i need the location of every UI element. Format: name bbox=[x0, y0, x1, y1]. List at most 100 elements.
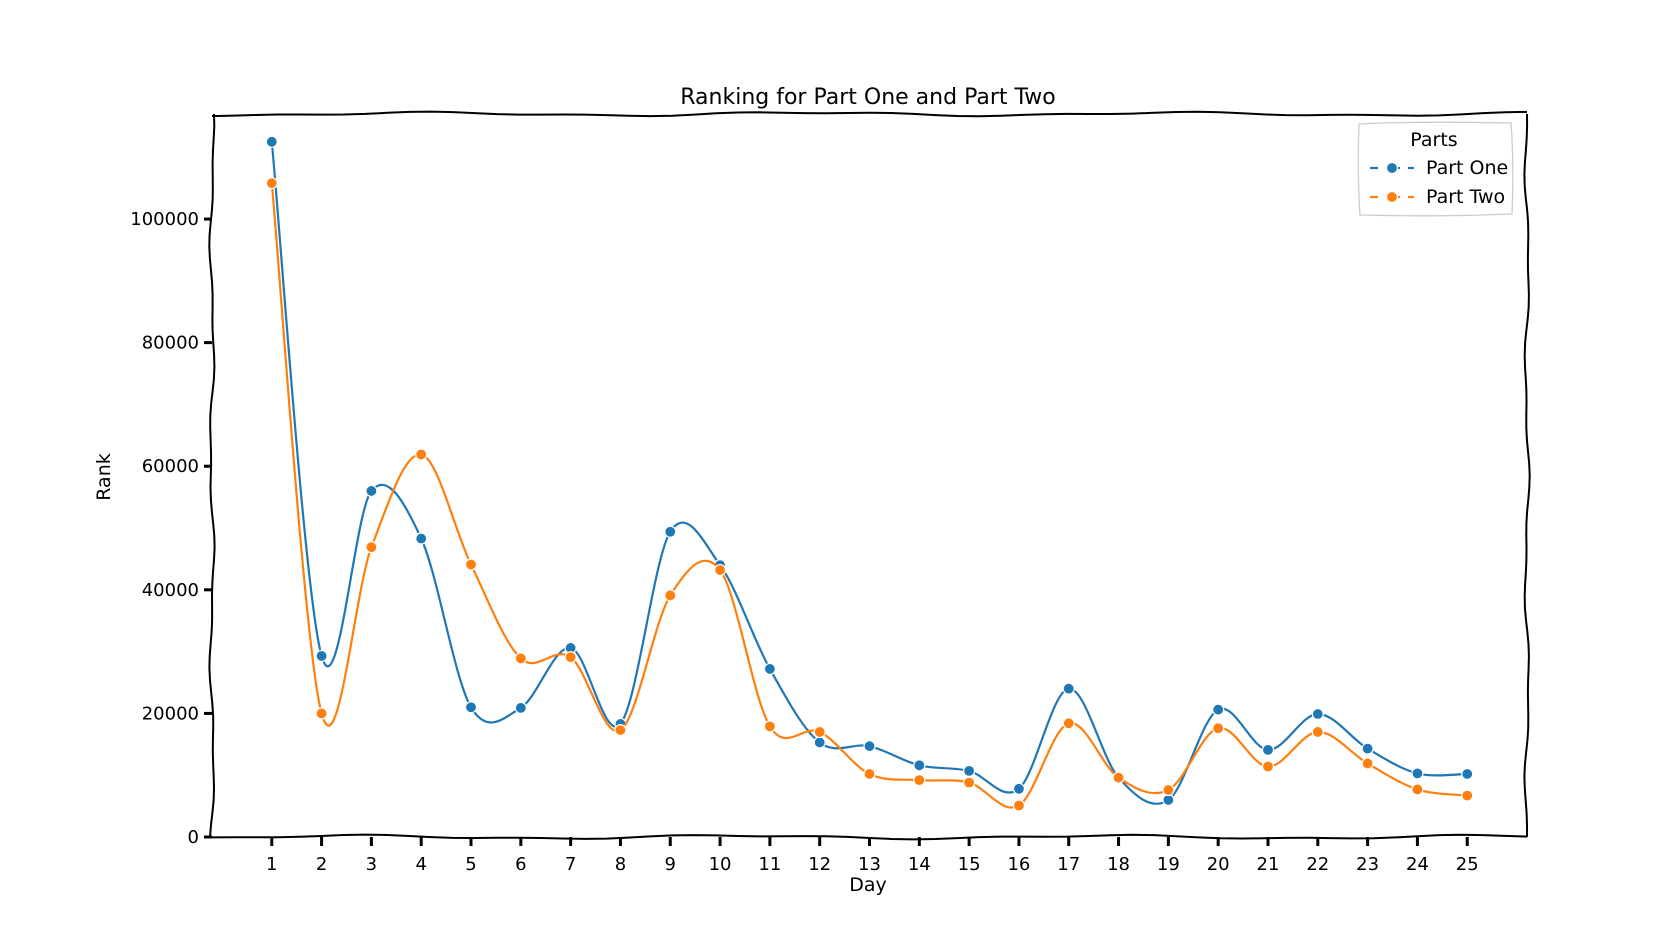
data-point bbox=[763, 720, 776, 733]
data-point bbox=[1411, 783, 1424, 796]
data-point bbox=[664, 525, 677, 538]
data-point bbox=[1461, 767, 1474, 781]
x-tick-label: 22 bbox=[1306, 854, 1329, 875]
x-tick-label: 23 bbox=[1356, 854, 1379, 875]
data-point bbox=[1012, 799, 1026, 812]
data-point bbox=[1311, 725, 1324, 739]
y-axis: 0 20000 40000 60000 80000 100000 bbox=[130, 209, 212, 848]
x-tick-label: 8 bbox=[615, 854, 626, 875]
data-point bbox=[763, 662, 776, 676]
data-point bbox=[1212, 703, 1225, 716]
data-point bbox=[265, 177, 278, 190]
legend-label: Part One bbox=[1426, 157, 1508, 179]
x-tick-label: 25 bbox=[1456, 854, 1479, 875]
data-point bbox=[614, 723, 627, 737]
y-tick-label: 20000 bbox=[142, 703, 199, 724]
x-tick-label: 6 bbox=[515, 854, 526, 875]
x-tick-label: 4 bbox=[415, 854, 426, 875]
x-tick-label: 2 bbox=[316, 854, 327, 875]
data-point bbox=[464, 701, 478, 714]
data-point bbox=[464, 558, 478, 571]
data-point bbox=[1461, 789, 1474, 802]
legend: Parts Part One Part Two bbox=[1357, 121, 1514, 217]
data-point bbox=[365, 541, 378, 554]
series-layer bbox=[265, 135, 1474, 812]
chart-title: Ranking for Part One and Part Two bbox=[680, 85, 1056, 110]
legend-entry: Part One bbox=[1370, 157, 1508, 179]
data-point bbox=[1361, 742, 1374, 755]
data-point bbox=[913, 774, 926, 787]
legend-frame bbox=[1357, 121, 1514, 217]
legend-label: Part Two bbox=[1426, 186, 1505, 208]
data-point bbox=[1261, 760, 1275, 773]
data-point bbox=[1411, 767, 1424, 780]
legend-marker bbox=[1385, 190, 1399, 204]
data-point bbox=[564, 651, 577, 664]
x-tick-label: 1 bbox=[266, 854, 277, 875]
y-axis-label: Rank bbox=[93, 453, 115, 500]
x-tick-label: 9 bbox=[665, 854, 676, 875]
y-tick-label: 40000 bbox=[142, 580, 199, 601]
x-tick-label: 24 bbox=[1406, 854, 1429, 875]
spine-top bbox=[211, 110, 1528, 118]
x-tick-label: 13 bbox=[858, 854, 881, 875]
data-point bbox=[863, 740, 876, 753]
x-axis: 1 2 3 4 5 6 7 8 9 10 11 12 13 14 15 16 17 18 19 20 21 22 23 24 2… bbox=[266, 837, 1479, 875]
x-tick-label: 11 bbox=[758, 854, 781, 875]
data-point bbox=[913, 759, 926, 772]
data-point bbox=[514, 701, 527, 714]
data-point bbox=[1212, 722, 1225, 735]
x-tick-label: 21 bbox=[1257, 854, 1280, 875]
x-tick-label: 3 bbox=[366, 854, 377, 875]
data-point bbox=[713, 563, 727, 577]
data-point bbox=[315, 707, 328, 720]
data-point bbox=[1062, 682, 1075, 695]
x-tick-label: 7 bbox=[565, 854, 576, 875]
data-point bbox=[813, 736, 826, 749]
y-tick-label: 80000 bbox=[142, 333, 199, 354]
series-line bbox=[270, 183, 1468, 809]
spine-right bbox=[1523, 113, 1531, 837]
x-tick-label: 19 bbox=[1157, 854, 1180, 875]
x-tick-label: 16 bbox=[1007, 854, 1030, 875]
data-point bbox=[1311, 707, 1324, 721]
data-point bbox=[265, 135, 278, 148]
legend-marker bbox=[1385, 161, 1399, 175]
x-tick-label: 17 bbox=[1057, 854, 1080, 875]
data-point bbox=[1162, 783, 1175, 797]
series-part-two bbox=[265, 177, 1474, 812]
x-tick-label: 12 bbox=[808, 854, 831, 875]
y-tick-label: 0 bbox=[188, 827, 199, 848]
plot-frame bbox=[208, 110, 1531, 841]
data-point bbox=[365, 484, 378, 498]
y-tick-label: 100000 bbox=[130, 209, 199, 230]
legend-entry: Part Two bbox=[1370, 186, 1505, 208]
x-tick-label: 20 bbox=[1207, 854, 1230, 875]
data-point bbox=[1112, 771, 1125, 784]
data-point bbox=[963, 776, 976, 789]
data-point bbox=[415, 448, 428, 461]
x-tick-label: 14 bbox=[908, 854, 931, 875]
data-point bbox=[1361, 757, 1374, 770]
legend-title: Parts bbox=[1410, 129, 1457, 151]
x-tick-label: 15 bbox=[958, 854, 981, 875]
data-point bbox=[1012, 782, 1026, 795]
spine-left bbox=[208, 113, 216, 838]
data-point bbox=[1062, 717, 1075, 730]
data-point bbox=[813, 725, 826, 739]
data-point bbox=[315, 649, 328, 663]
series-part-one bbox=[265, 135, 1474, 807]
data-point bbox=[415, 532, 428, 545]
data-point bbox=[963, 764, 976, 777]
data-point bbox=[664, 589, 677, 602]
x-tick-label: 5 bbox=[465, 854, 476, 875]
y-tick-label: 60000 bbox=[142, 456, 199, 477]
x-axis-label: Day bbox=[849, 874, 887, 896]
data-point bbox=[863, 767, 876, 781]
data-point bbox=[514, 652, 527, 665]
x-tick-label: 18 bbox=[1107, 854, 1130, 875]
data-point bbox=[1261, 743, 1275, 756]
series-line bbox=[270, 141, 1468, 805]
x-tick-label: 10 bbox=[709, 854, 732, 875]
